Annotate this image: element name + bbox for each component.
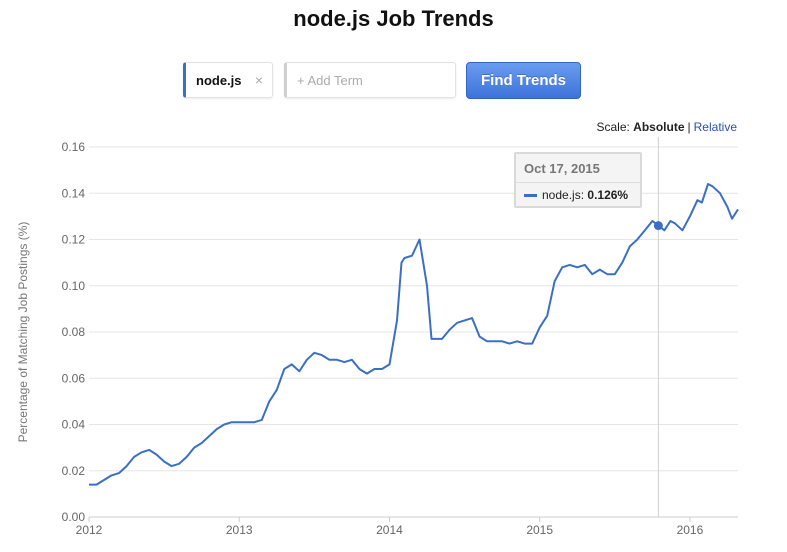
y-tick-label: 0.12: [62, 233, 86, 247]
scale-relative-link[interactable]: Relative: [693, 120, 737, 134]
scale-absolute-option[interactable]: Absolute: [633, 120, 685, 134]
y-axis-label: Percentage of Matching Job Postings (%): [16, 222, 30, 443]
series-swatch: [524, 193, 537, 197]
scale-toggle: Scale: Absolute | Relative: [596, 120, 737, 134]
x-tick-label: 2015: [526, 523, 553, 537]
term-chip-nodejs[interactable]: node.js ×: [183, 62, 273, 98]
y-tick-label: 0.04: [62, 418, 86, 432]
add-term-input[interactable]: [295, 71, 449, 89]
page-title: node.js Job Trends: [293, 6, 494, 31]
y-tick-label: 0.02: [62, 464, 86, 478]
close-icon[interactable]: ×: [254, 72, 263, 88]
tooltip-date: Oct 17, 2015: [524, 161, 600, 176]
y-tick-label: 0.08: [62, 325, 86, 339]
tooltip-colon: :: [580, 188, 585, 202]
x-tick-label: 2014: [376, 523, 403, 537]
series-line-nodejs[interactable]: [89, 183, 739, 486]
find-trends-button[interactable]: Find Trends: [466, 62, 581, 99]
y-tick-label: 0.06: [62, 371, 86, 385]
scale-label: Scale:: [596, 120, 630, 134]
y-tick-label: 0.14: [62, 186, 86, 200]
term-label: node.js: [196, 72, 242, 88]
add-term-box[interactable]: [284, 62, 456, 98]
tooltip-series-name: node.js: [542, 188, 581, 202]
y-tick-label: 0.00: [62, 510, 86, 524]
y-tick-label: 0.16: [62, 140, 86, 154]
tooltip-row: node.js: 0.126%: [524, 188, 628, 202]
y-tick-label: 0.10: [62, 279, 86, 293]
scale-separator: |: [687, 120, 691, 134]
tooltip-value: 0.126%: [587, 188, 629, 202]
x-tick-label: 2016: [677, 523, 704, 537]
chart-tooltip: Oct 17, 2015 node.js: 0.126%: [514, 152, 642, 208]
x-tick-label: 2013: [226, 523, 253, 537]
x-tick-label: 2012: [76, 523, 103, 537]
highlight-point[interactable]: [653, 221, 663, 231]
tooltip-divider: [516, 182, 640, 183]
